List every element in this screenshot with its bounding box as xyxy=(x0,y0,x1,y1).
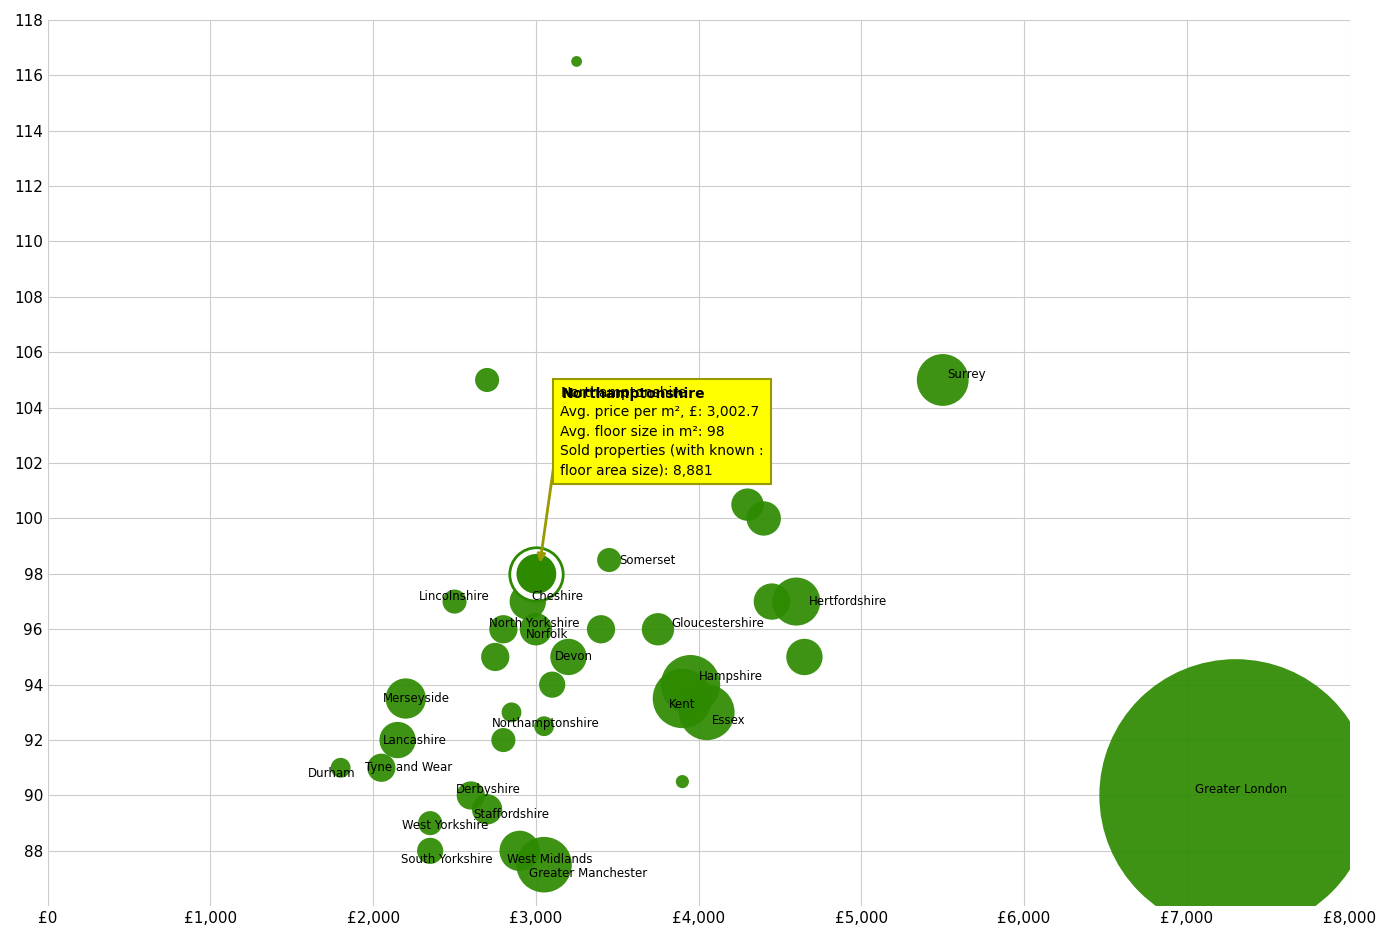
Text: Northamptonshire: Northamptonshire xyxy=(562,387,705,400)
Point xyxy=(752,511,774,526)
Point xyxy=(646,621,669,636)
Text: North Yorkshire: North Yorkshire xyxy=(489,618,580,630)
Point xyxy=(329,760,352,776)
Text: Lincolnshire: Lincolnshire xyxy=(418,589,489,603)
Point xyxy=(671,691,694,706)
Point xyxy=(680,677,702,692)
Point xyxy=(475,372,498,387)
Point xyxy=(386,732,409,747)
Point xyxy=(589,621,612,636)
Text: Devon: Devon xyxy=(555,650,592,664)
Point xyxy=(785,594,808,609)
Point xyxy=(557,650,580,665)
Point xyxy=(794,650,816,665)
Point xyxy=(509,843,531,858)
Text: Merseyside: Merseyside xyxy=(384,692,450,705)
Point xyxy=(500,705,523,720)
Text: Tyne and Wear: Tyne and Wear xyxy=(366,761,452,775)
Text: Lancashire: Lancashire xyxy=(384,733,446,746)
Point xyxy=(492,732,514,747)
Text: Hertfordshire: Hertfordshire xyxy=(809,595,888,608)
Point xyxy=(492,621,514,636)
Point xyxy=(525,621,548,636)
Text: Greater London: Greater London xyxy=(1195,783,1287,796)
Text: Norfolk: Norfolk xyxy=(527,628,569,641)
Text: West Yorkshire: West Yorkshire xyxy=(402,820,488,833)
Point xyxy=(418,843,441,858)
Point xyxy=(418,816,441,831)
Point xyxy=(525,566,548,581)
Text: Staffordshire: Staffordshire xyxy=(473,808,549,822)
Text: South Yorkshire: South Yorkshire xyxy=(400,853,492,866)
Point xyxy=(532,857,555,872)
Text: Northamptonshire: Northamptonshire xyxy=(492,717,599,730)
Point xyxy=(737,497,759,512)
Text: Surrey: Surrey xyxy=(948,368,987,381)
Point xyxy=(443,594,466,609)
Point xyxy=(598,553,620,568)
Text: Durham: Durham xyxy=(309,767,356,780)
Text: Kent: Kent xyxy=(670,697,696,711)
Point xyxy=(484,650,506,665)
Point xyxy=(370,760,392,776)
Point xyxy=(541,677,563,692)
Point xyxy=(760,594,783,609)
Text: Essex: Essex xyxy=(712,714,745,728)
Text: Northamptonshire
Avg. price per m², £: 3,002.7
Avg. floor size in m²: 98
Sold pr: Northamptonshire Avg. price per m², £: 3… xyxy=(560,385,765,478)
Text: Greater Manchester: Greater Manchester xyxy=(530,867,648,880)
Point xyxy=(695,705,717,720)
Point xyxy=(931,372,954,387)
Text: Cheshire: Cheshire xyxy=(532,589,584,603)
Point xyxy=(532,719,555,734)
Point xyxy=(395,691,417,706)
Text: West Midlands: West Midlands xyxy=(506,853,592,866)
Point xyxy=(671,774,694,789)
Point xyxy=(1225,788,1247,803)
Text: Somerset: Somerset xyxy=(619,554,676,567)
Point xyxy=(566,54,588,69)
Text: Gloucestershire: Gloucestershire xyxy=(671,618,765,630)
Point xyxy=(525,566,548,581)
Text: Derbyshire: Derbyshire xyxy=(456,783,521,796)
Text: Hampshire: Hampshire xyxy=(699,670,763,682)
Point xyxy=(460,788,482,803)
Point xyxy=(517,594,539,609)
Point xyxy=(475,802,498,817)
